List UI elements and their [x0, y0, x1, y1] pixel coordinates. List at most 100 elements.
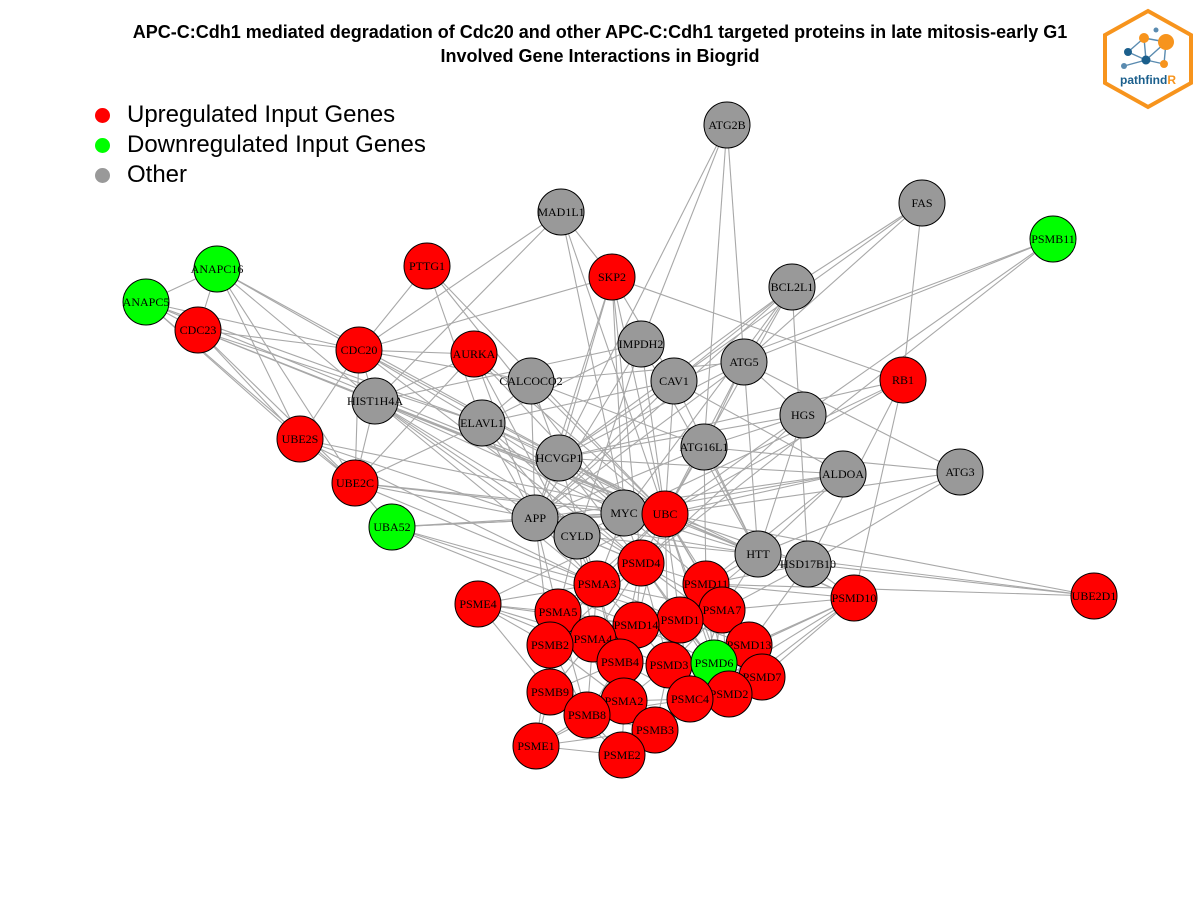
edge-rb1-myc: [623, 379, 904, 514]
node-circle-bcl2l1: [768, 263, 816, 311]
node-label-ubc: UBC: [653, 507, 678, 521]
node-circle-skp2: [588, 253, 636, 301]
node-circle-psmd10: [830, 574, 878, 622]
node-label-psmd1: PSMD1: [661, 613, 700, 627]
node-circle-cyld: [553, 512, 601, 560]
edge-cdc23-ube2c: [197, 329, 356, 484]
node-label-psme2: PSME2: [603, 748, 640, 762]
edge-cdc20-calcoco2: [358, 349, 532, 382]
edge-psmb11-psmd4: [640, 238, 1054, 564]
node-circle-psmb8: [563, 691, 611, 739]
legend-label-down: Downregulated Input Genes: [127, 131, 426, 158]
node-psmb2: PSMB2: [526, 621, 574, 669]
node-label-psmb2: PSMB2: [531, 638, 569, 652]
node-psmb4: PSMB4: [596, 638, 644, 686]
node-circle-psmb11: [1029, 215, 1077, 263]
title-line-2: Involved Gene Interactions in Biogrid: [440, 46, 760, 66]
node-mad1l1: MAD1L1: [537, 188, 585, 236]
node-label-aurka: AURKA: [453, 347, 496, 361]
node-circle-psma3: [573, 560, 621, 608]
node-psmc4: PSMC4: [666, 675, 714, 723]
node-label-psmd4: PSMD4: [622, 556, 661, 570]
edge-atg3-hsd17b10: [807, 471, 961, 565]
node-label-atg2b: ATG2B: [708, 118, 745, 132]
legend-dot-up: [95, 107, 110, 123]
node-circle-ube2c: [331, 459, 379, 507]
node-circle-psmc4: [666, 675, 714, 723]
edge-ubc-psma5: [557, 513, 666, 613]
node-bcl2l1: BCL2L1: [768, 263, 816, 311]
logo-text-accent: R: [1167, 73, 1176, 87]
node-psmb3: PSMB3: [631, 706, 679, 754]
node-circle-atg5: [720, 338, 768, 386]
node-cdc20: CDC20: [335, 326, 383, 374]
legend-dot-other: [95, 167, 110, 183]
edge-cdc20-elavl1: [358, 349, 483, 424]
logo-text: pathfind: [1120, 73, 1167, 87]
edge-rb1-hcvgp1: [558, 379, 904, 459]
title-line-1: APC-C:Cdh1 mediated degradation of Cdc20…: [132, 22, 1068, 42]
node-label-hcvgp1: HCVGP1: [536, 451, 583, 465]
edge-mad1l1-hist1h4a: [374, 211, 562, 402]
node-circle-psme1: [512, 722, 560, 770]
node-label-psma5: PSMA5: [539, 605, 578, 619]
node-circle-atg3: [936, 448, 984, 496]
node-label-cav1: CAV1: [659, 374, 689, 388]
node-label-psme4: PSME4: [459, 597, 496, 611]
node-label-ube2s: UBE2S: [282, 432, 319, 446]
node-label-psmd10: PSMD10: [832, 591, 877, 605]
edge-cav1-elavl1: [481, 380, 675, 424]
node-label-elavl1: ELAVL1: [460, 416, 504, 430]
node-circle-ube2d1: [1070, 572, 1118, 620]
edge-atg2b-atg5: [726, 124, 745, 363]
node-label-psmb8: PSMB8: [568, 708, 606, 722]
node-label-uba52: UBA52: [373, 520, 410, 534]
node-label-htt: HTT: [746, 547, 770, 561]
node-psmb8: PSMB8: [563, 691, 611, 739]
node-circle-pttg1: [403, 242, 451, 290]
edge-ube2c-myc: [354, 482, 625, 514]
node-psmd4: PSMD4: [617, 539, 665, 587]
node-psmd14: PSMD14: [612, 601, 660, 649]
node-calcoco2: CALCOCO2: [499, 357, 563, 405]
node-label-mad1l1: MAD1L1: [537, 205, 584, 219]
edge-atg2b-impdh2: [640, 124, 728, 345]
node-label-ube2d1: UBE2D1: [1072, 589, 1117, 603]
node-hist1h4a: HIST1H4A: [347, 377, 403, 425]
node-label-impdh2: IMPDH2: [619, 337, 664, 351]
node-circle-ubc: [641, 490, 689, 538]
node-label-psma4: PSMA4: [574, 632, 613, 646]
edge-atg3-ubc: [664, 471, 961, 515]
edge-hgs-ubc: [664, 414, 804, 515]
edge-hist1h4a-psma3: [374, 400, 598, 585]
edge-skp2-ubc: [611, 276, 666, 515]
node-psmb11: PSMB11: [1029, 215, 1077, 263]
edge-bcl2l1-ubc: [664, 286, 793, 515]
node-hcvgp1: HCVGP1: [535, 434, 583, 482]
node-label-psmd3: PSMD3: [650, 658, 689, 672]
edge-cyld-htt: [576, 535, 759, 555]
node-label-psma7: PSMA7: [703, 603, 742, 617]
node-circle-psmd4: [617, 539, 665, 587]
node-psmb9: PSMB9: [526, 668, 574, 716]
node-psma3: PSMA3: [573, 560, 621, 608]
edge-aurka-myc: [473, 353, 625, 514]
node-circle-cdc23: [174, 306, 222, 354]
node-circle-ube2s: [276, 415, 324, 463]
node-label-app: APP: [524, 511, 546, 525]
node-ubc: UBC: [641, 490, 689, 538]
node-ube2c: UBE2C: [331, 459, 379, 507]
node-label-psma3: PSMA3: [578, 577, 617, 591]
pathfindr-logo: pathfindR: [1103, 8, 1193, 110]
node-label-cdc20: CDC20: [341, 343, 378, 357]
node-atg2b: ATG2B: [703, 101, 751, 149]
node-label-atg16l1: ATG16L1: [680, 440, 729, 454]
node-psme1: PSME1: [512, 722, 560, 770]
edge-aurka-app: [473, 353, 536, 519]
node-aurka: AURKA: [450, 330, 498, 378]
node-label-anapc16: ANAPC16: [191, 262, 244, 276]
node-label-calcoco2: CALCOCO2: [499, 374, 562, 388]
chart-title: APC-C:Cdh1 mediated degradation of Cdc20…: [0, 20, 1200, 68]
legend-label-up: Upregulated Input Genes: [127, 101, 396, 128]
